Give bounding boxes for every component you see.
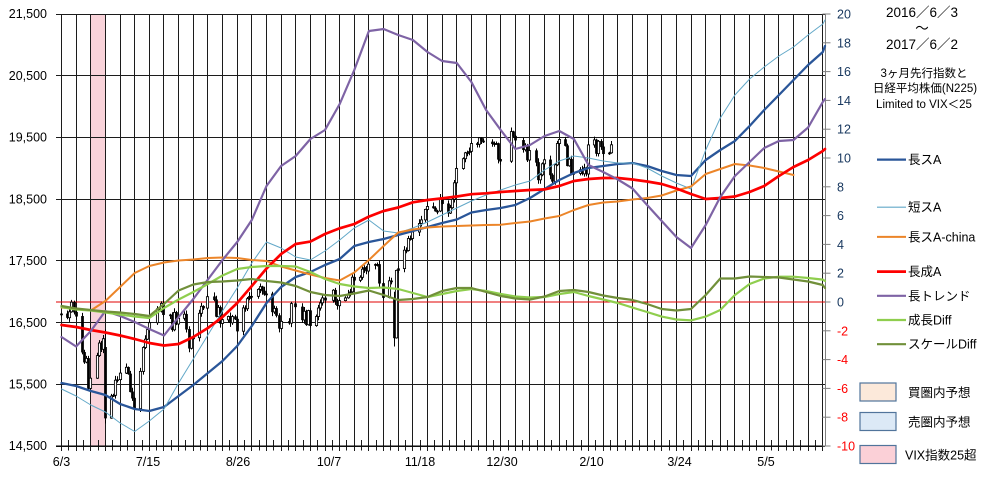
svg-text:スケールDiff: スケールDiff	[908, 338, 977, 352]
svg-text:14,500: 14,500	[9, 439, 47, 453]
svg-text:8: 8	[837, 180, 844, 194]
svg-text:10/7: 10/7	[317, 455, 341, 469]
svg-text:5/5: 5/5	[757, 455, 774, 469]
svg-text:12/30: 12/30	[486, 455, 517, 469]
svg-text:8/26: 8/26	[226, 455, 250, 469]
svg-text:長トレンド: 長トレンド	[908, 289, 971, 303]
svg-text:長成A: 長成A	[908, 265, 942, 279]
svg-text:11/18: 11/18	[405, 455, 435, 469]
svg-text:18: 18	[837, 36, 851, 50]
svg-text:Limited to VIX＜25: Limited to VIX＜25	[876, 99, 972, 111]
svg-text:長スA: 長スA	[908, 153, 942, 167]
svg-text:19,500: 19,500	[9, 131, 47, 145]
svg-text:～: ～	[915, 21, 929, 36]
svg-text:売圏内予想: 売圏内予想	[908, 415, 971, 430]
svg-text:10: 10	[837, 152, 851, 166]
svg-text:成長Diff: 成長Diff	[908, 314, 952, 328]
svg-text:7/15: 7/15	[136, 455, 160, 469]
svg-text:18,500: 18,500	[9, 192, 47, 206]
svg-text:-8: -8	[837, 411, 848, 425]
svg-text:3ヶ月先行指数と: 3ヶ月先行指数と	[881, 66, 968, 80]
svg-text:6/3: 6/3	[53, 455, 70, 469]
svg-text:12: 12	[837, 123, 851, 137]
svg-text:15,500: 15,500	[9, 378, 47, 392]
svg-text:16,500: 16,500	[9, 316, 47, 330]
svg-text:2016／6／3: 2016／6／3	[886, 5, 958, 20]
svg-text:VIX指数25超: VIX指数25超	[905, 448, 977, 463]
svg-text:3/24: 3/24	[667, 455, 691, 469]
svg-text:16: 16	[837, 65, 851, 79]
svg-text:20,500: 20,500	[9, 69, 47, 83]
svg-text:-4: -4	[837, 353, 848, 367]
svg-text:0: 0	[837, 296, 844, 310]
svg-text:-6: -6	[837, 382, 848, 396]
svg-text:14: 14	[837, 94, 851, 108]
svg-text:4: 4	[837, 238, 844, 252]
svg-text:-2: -2	[837, 324, 848, 338]
svg-text:2017／6／2: 2017／6／2	[886, 37, 958, 52]
svg-text:6: 6	[837, 209, 844, 223]
svg-text:2: 2	[837, 267, 844, 281]
svg-text:長スA-china: 長スA-china	[908, 230, 975, 244]
svg-text:買圏内予想: 買圏内予想	[908, 385, 971, 400]
svg-text:2/10: 2/10	[579, 455, 603, 469]
svg-text:日経平均株価(N225): 日経平均株価(N225)	[873, 81, 977, 95]
svg-text:短スA: 短スA	[908, 201, 942, 215]
svg-text:17,500: 17,500	[9, 254, 47, 268]
svg-text:-10: -10	[837, 440, 855, 454]
svg-text:21,500: 21,500	[9, 7, 47, 21]
svg-text:20: 20	[837, 8, 851, 22]
